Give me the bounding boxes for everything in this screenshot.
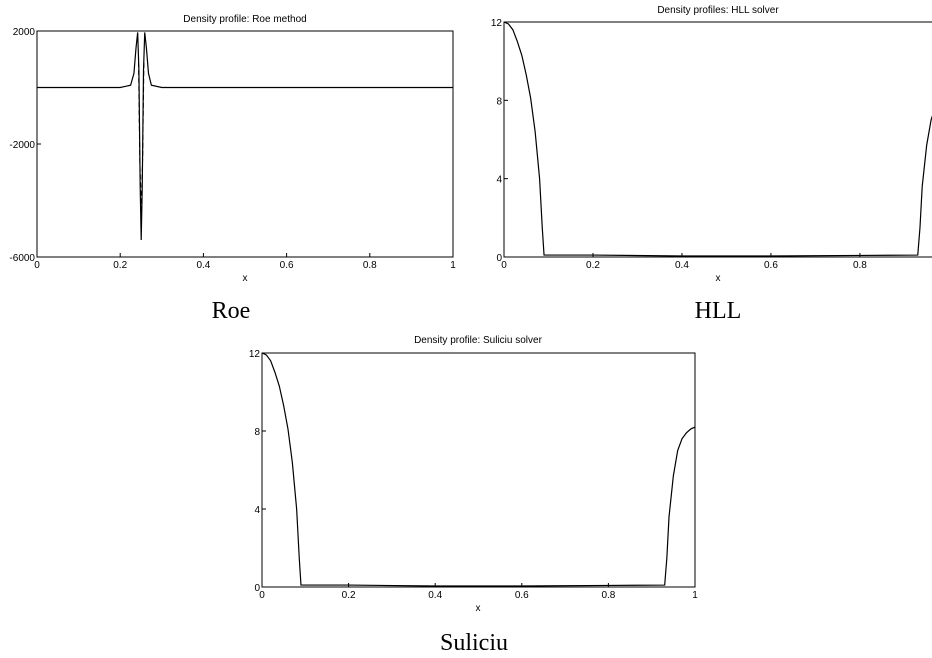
- roe-series-line-2: [138, 62, 145, 209]
- hll-x-tick-label: 0.8: [853, 260, 867, 271]
- suliciu-series: [261, 352, 696, 587]
- roe-x-axis-label: x: [243, 273, 248, 284]
- hll-y-tick-label: 12: [491, 18, 503, 29]
- suliciu-y-tick-label: 8: [254, 427, 260, 438]
- suliciu-x-tick-label: 0.8: [601, 590, 615, 601]
- roe-y-tick-label: 2000: [13, 27, 36, 38]
- roe-x-tick-label: 0.4: [196, 260, 210, 271]
- roe-caption: Roe: [212, 298, 251, 324]
- hll-caption: HLL: [695, 298, 742, 324]
- roe-series: [37, 32, 453, 241]
- suliciu-series-line-1: [261, 352, 696, 587]
- suliciu-x-axis-label: x: [476, 603, 481, 614]
- hll-axis-ticks: 0 0.2 0.4 0.6 0.8 12 8 4 0: [491, 18, 867, 271]
- roe-y-tick-label: -6000: [9, 253, 35, 264]
- suliciu-x-tick-label: 1: [692, 590, 698, 601]
- suliciu-x-tick-label: 0.2: [342, 590, 356, 601]
- hll-x-tick-label: 0.2: [586, 260, 600, 271]
- hll-x-tick-label: 0: [501, 260, 507, 271]
- suliciu-y-tick-label: 0: [254, 583, 260, 594]
- suliciu-caption: Suliciu: [440, 630, 508, 656]
- roe-axis-ticks: 0 0.2 0.4 0.6 0.8 1 2000 -2000 -6000: [9, 27, 456, 271]
- hll-chart-title: Density profiles: HLL solver: [657, 5, 779, 16]
- hll-series: [503, 21, 932, 257]
- roe-x-tick-label: 0.8: [363, 260, 377, 271]
- hll-series-line-1: [503, 21, 932, 257]
- hll-x-axis-label: x: [716, 273, 721, 284]
- roe-plot-frame: [36, 30, 454, 258]
- roe-x-tick-label: 0.2: [113, 260, 127, 271]
- roe-x-tick-label: 0: [34, 260, 40, 271]
- suliciu-x-tick-label: 0.6: [515, 590, 529, 601]
- roe-density-chart: Density profile: Roe method 0 0.2 0.4 0.6 0.…: [9, 14, 456, 324]
- suliciu-density-chart: Density profile: Suliciu solver 0 0.2 0.4 0…: [249, 335, 698, 656]
- hll-y-tick-label: 0: [496, 253, 502, 264]
- suliciu-plot-frame: [261, 352, 696, 588]
- hll-x-tick-label: 0.6: [764, 260, 778, 271]
- suliciu-x-tick-label: 0.4: [428, 590, 442, 601]
- roe-series-line-1: [37, 32, 453, 241]
- hll-x-tick-label: 0.4: [675, 260, 689, 271]
- hll-y-tick-label: 4: [496, 175, 502, 186]
- hll-density-chart: Density profiles: HLL solver 0 0.2 0.4 0.6 0…: [491, 5, 932, 324]
- roe-x-tick-label: 0.6: [280, 260, 294, 271]
- roe-chart-title: Density profile: Roe method: [183, 14, 306, 25]
- roe-x-tick-label: 1: [450, 260, 456, 271]
- suliciu-axis-ticks: 0 0.2 0.4 0.6 0.8 1 12 8 4 0: [249, 349, 698, 601]
- suliciu-y-tick-label: 4: [254, 505, 260, 516]
- suliciu-chart-title: Density profile: Suliciu solver: [414, 335, 542, 346]
- suliciu-y-tick-label: 12: [249, 349, 261, 360]
- roe-y-tick-label: -2000: [9, 140, 35, 151]
- hll-y-tick-label: 8: [496, 96, 502, 107]
- hll-plot-frame: [503, 21, 932, 258]
- suliciu-x-tick-label: 0: [259, 590, 265, 601]
